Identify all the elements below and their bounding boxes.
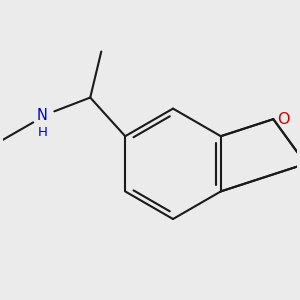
- Text: H: H: [38, 126, 47, 139]
- Text: N: N: [37, 109, 48, 124]
- Text: O: O: [277, 112, 290, 127]
